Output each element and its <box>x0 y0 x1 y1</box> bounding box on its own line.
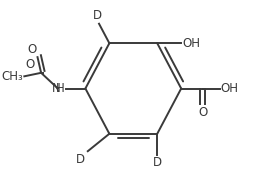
Text: OH: OH <box>182 37 200 50</box>
Text: O: O <box>198 106 207 119</box>
Text: H: H <box>56 82 65 95</box>
Text: N: N <box>52 82 61 95</box>
Text: D: D <box>93 9 102 22</box>
Text: D: D <box>76 153 85 166</box>
Text: OH: OH <box>221 82 239 95</box>
Text: CH₃: CH₃ <box>1 70 23 83</box>
Text: O: O <box>26 58 35 71</box>
Text: O: O <box>27 43 36 56</box>
Text: D: D <box>153 156 162 169</box>
